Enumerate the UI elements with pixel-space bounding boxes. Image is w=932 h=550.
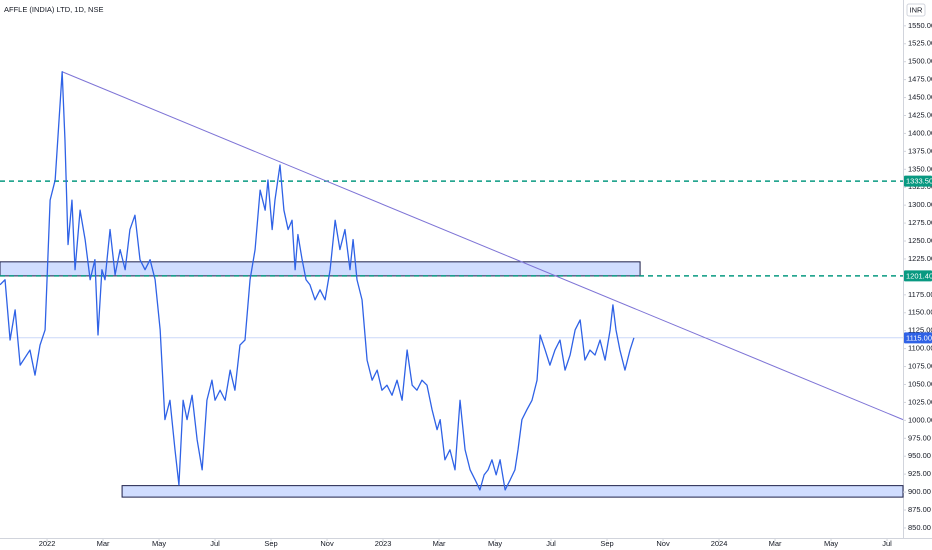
y-tick-label: 1275.00 — [908, 218, 932, 227]
x-tick-label: May — [824, 539, 838, 548]
y-tick-label: 1400.00 — [908, 128, 932, 137]
y-tick-label: 1550.00 — [908, 21, 932, 30]
y-tick-label: 1425.00 — [908, 110, 932, 119]
x-tick-label: Nov — [320, 539, 334, 548]
currency-box — [906, 3, 926, 17]
x-tick-label: 2023 — [375, 539, 392, 548]
y-tick-label: 1225.00 — [908, 254, 932, 263]
zone — [121, 485, 904, 498]
x-tick-label: May — [488, 539, 502, 548]
x-tick-label: Sep — [600, 539, 613, 548]
y-tick-label: 1525.00 — [908, 39, 932, 48]
y-tick-label: 1100.00 — [908, 344, 932, 353]
y-tick-label: 1450.00 — [908, 93, 932, 102]
currency-label: INR — [910, 5, 924, 14]
y-tick-label: 900.00 — [908, 487, 931, 496]
y-tick-label: 1300.00 — [908, 200, 932, 209]
y-tick-label: 1475.00 — [908, 75, 932, 84]
x-tick-label: Sep — [264, 539, 277, 548]
level-label-box — [904, 175, 932, 187]
y-tick-label: 1025.00 — [908, 397, 932, 406]
level-label: 1201.40 — [906, 271, 932, 280]
x-tick-label: 2024 — [711, 539, 728, 548]
y-tick-label: 1500.00 — [908, 57, 932, 66]
zone — [0, 261, 641, 277]
x-tick-label: Mar — [769, 539, 782, 548]
y-tick-label: 1325.00 — [908, 182, 932, 191]
x-tick-label: Jul — [882, 539, 892, 548]
y-tick-label: 1075.00 — [908, 362, 932, 371]
y-tick-label: 850.00 — [908, 523, 931, 532]
y-tick-label: 875.00 — [908, 505, 931, 514]
level-label-box — [904, 332, 932, 344]
x-tick-label: Mar — [433, 539, 446, 548]
x-tick-label: Jul — [546, 539, 556, 548]
y-tick-label: 1175.00 — [908, 290, 932, 299]
y-tick-label: 950.00 — [908, 451, 931, 460]
x-tick-label: May — [152, 539, 166, 548]
y-tick-label: 1350.00 — [908, 164, 932, 173]
x-tick-label: Mar — [97, 539, 110, 548]
y-tick-label: 1050.00 — [908, 379, 932, 388]
x-tick-label: 2022 — [39, 539, 56, 548]
y-tick-label: 975.00 — [908, 433, 931, 442]
x-tick-label: Jul — [210, 539, 220, 548]
trendline — [61, 71, 904, 421]
y-tick-label: 1375.00 — [908, 146, 932, 155]
chart-title: AFFLE (INDIA) LTD, 1D, NSE — [4, 5, 103, 14]
y-tick-label: 1250.00 — [908, 236, 932, 245]
level-label: 1333.50 — [906, 177, 932, 186]
level-label: 1115.00 — [906, 333, 932, 342]
price-line — [0, 71, 635, 491]
x-tick-label: Nov — [656, 539, 670, 548]
y-tick-label: 1000.00 — [908, 415, 932, 424]
level-label-box — [904, 270, 932, 282]
y-tick-label: 925.00 — [908, 469, 931, 478]
y-tick-label: 1125.00 — [908, 326, 932, 335]
y-tick-label: 1150.00 — [908, 308, 932, 317]
